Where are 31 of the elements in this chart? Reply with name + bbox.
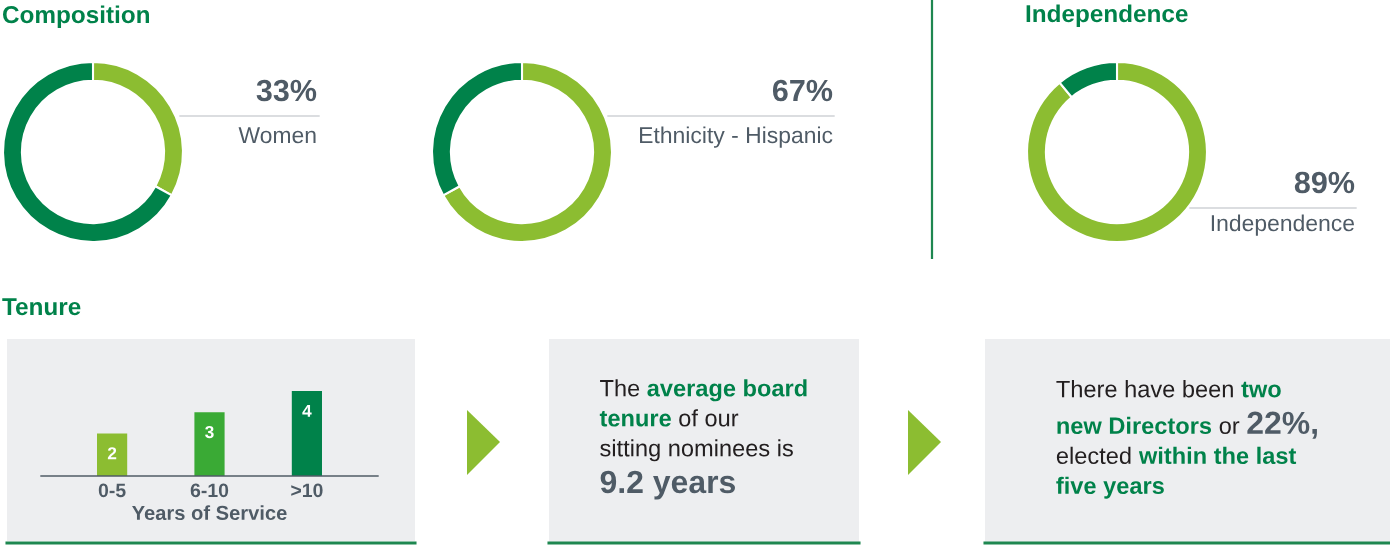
text: 22%, [1247,411,1317,439]
text: sitting nominees is [600,439,793,462]
text: 9.2 years [600,470,735,500]
data-label: 2 [107,447,117,460]
chart-title: Tenure [2,298,81,316]
text: average board [647,379,807,402]
chart-title: Independence [1026,4,1188,28]
text: or [1219,421,1240,435]
text: tenure [599,410,671,427]
slice-label: Women [238,127,316,144]
text: five years [1056,476,1164,499]
slice-label: Ethnicity - Hispanic [640,126,833,148]
x-tick-label: 6-10 [190,483,229,498]
text: of our [679,409,739,427]
text: within the last [1138,446,1297,465]
chart-title: Composition [3,5,150,29]
data-label: 89% [1294,171,1355,194]
slice-label: Independence [1211,214,1354,236]
data-label: 33% [256,79,317,102]
text: The [600,379,640,397]
x-axis-title: Years of Service [132,505,287,521]
x-tick-label: >10 [291,483,323,498]
data-label: 4 [302,404,312,417]
data-label: 3 [205,425,214,439]
donut-slice [1025,60,1209,244]
text: two [1241,381,1281,398]
text: new Directors [1057,416,1212,435]
data-label: 67% [772,79,833,102]
x-tick-label: 0-5 [98,483,126,498]
text: elected [1056,446,1131,465]
text: There have been [1056,380,1233,398]
